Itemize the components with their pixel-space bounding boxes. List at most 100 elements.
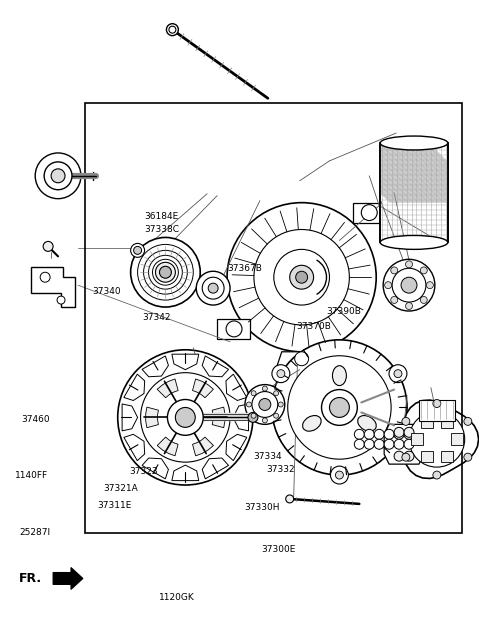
Circle shape [288, 356, 391, 459]
Circle shape [295, 352, 309, 365]
Polygon shape [277, 352, 326, 367]
Text: 37338C: 37338C [144, 225, 179, 234]
Text: 1140FF: 1140FF [15, 470, 48, 480]
Circle shape [354, 439, 364, 449]
Circle shape [404, 439, 414, 449]
Circle shape [133, 247, 142, 254]
Text: 37340: 37340 [92, 287, 120, 296]
Text: 37342: 37342 [143, 313, 171, 321]
Circle shape [404, 451, 414, 461]
Circle shape [274, 391, 278, 396]
Circle shape [384, 282, 392, 289]
Circle shape [254, 230, 349, 325]
Circle shape [272, 340, 407, 475]
Text: 37300E: 37300E [262, 545, 296, 554]
Circle shape [274, 413, 278, 418]
Circle shape [406, 261, 412, 268]
Circle shape [404, 430, 414, 439]
Circle shape [118, 350, 253, 485]
Polygon shape [172, 465, 199, 481]
Polygon shape [31, 267, 75, 307]
Circle shape [245, 384, 285, 425]
Text: 25287I: 25287I [20, 528, 51, 537]
Circle shape [336, 471, 343, 479]
Circle shape [226, 321, 242, 337]
Bar [421, 416, 433, 428]
Circle shape [296, 271, 308, 283]
Polygon shape [202, 458, 228, 479]
Circle shape [391, 267, 398, 274]
Circle shape [251, 413, 256, 418]
Circle shape [322, 389, 357, 425]
Bar [441, 450, 453, 462]
Circle shape [131, 243, 144, 257]
Circle shape [401, 277, 417, 293]
Text: 37311E: 37311E [97, 501, 131, 510]
Circle shape [426, 282, 433, 289]
Circle shape [420, 296, 427, 303]
Text: 37390B: 37390B [326, 308, 361, 316]
Text: 1120GK: 1120GK [159, 593, 194, 602]
Circle shape [272, 365, 290, 382]
Circle shape [394, 427, 404, 437]
Bar [380, 143, 448, 242]
Circle shape [384, 439, 394, 449]
Circle shape [51, 169, 65, 183]
Circle shape [263, 418, 267, 423]
Circle shape [354, 430, 364, 439]
Circle shape [361, 204, 377, 221]
Circle shape [394, 430, 404, 439]
Text: 37330H: 37330H [245, 503, 280, 511]
Polygon shape [172, 354, 199, 370]
Circle shape [196, 271, 230, 305]
Circle shape [464, 418, 472, 425]
Bar [411, 433, 423, 445]
Circle shape [391, 296, 398, 303]
Ellipse shape [380, 235, 448, 249]
Ellipse shape [358, 416, 376, 431]
Circle shape [43, 242, 53, 252]
Circle shape [364, 439, 374, 449]
Circle shape [141, 372, 230, 462]
Circle shape [168, 399, 203, 435]
Polygon shape [124, 374, 144, 401]
Circle shape [44, 162, 72, 190]
Circle shape [159, 266, 171, 278]
Polygon shape [157, 437, 178, 456]
Circle shape [394, 451, 404, 461]
Circle shape [330, 466, 348, 484]
Circle shape [248, 413, 258, 422]
Circle shape [433, 471, 441, 479]
Circle shape [364, 430, 374, 439]
Polygon shape [192, 437, 214, 456]
Ellipse shape [333, 365, 347, 386]
Circle shape [394, 439, 404, 449]
Bar [419, 399, 455, 421]
Circle shape [251, 391, 256, 396]
Text: 37334: 37334 [253, 452, 281, 461]
Bar [85, 103, 462, 533]
Circle shape [156, 262, 175, 282]
Polygon shape [53, 567, 83, 589]
Circle shape [374, 439, 384, 449]
Polygon shape [233, 404, 249, 431]
Polygon shape [122, 404, 138, 431]
Text: 37323: 37323 [129, 467, 158, 476]
Circle shape [277, 370, 285, 377]
Circle shape [406, 303, 412, 309]
Circle shape [35, 153, 81, 199]
Text: 36184E: 36184E [144, 213, 179, 221]
Circle shape [404, 427, 414, 437]
Circle shape [169, 26, 176, 33]
Circle shape [202, 277, 224, 299]
Circle shape [409, 411, 465, 467]
Bar [380, 143, 448, 242]
Circle shape [290, 265, 313, 289]
Circle shape [286, 495, 294, 503]
Circle shape [394, 370, 402, 377]
Bar [421, 450, 433, 462]
Circle shape [278, 402, 283, 407]
Circle shape [402, 453, 410, 461]
Text: 37332: 37332 [266, 465, 295, 474]
Circle shape [383, 259, 435, 311]
